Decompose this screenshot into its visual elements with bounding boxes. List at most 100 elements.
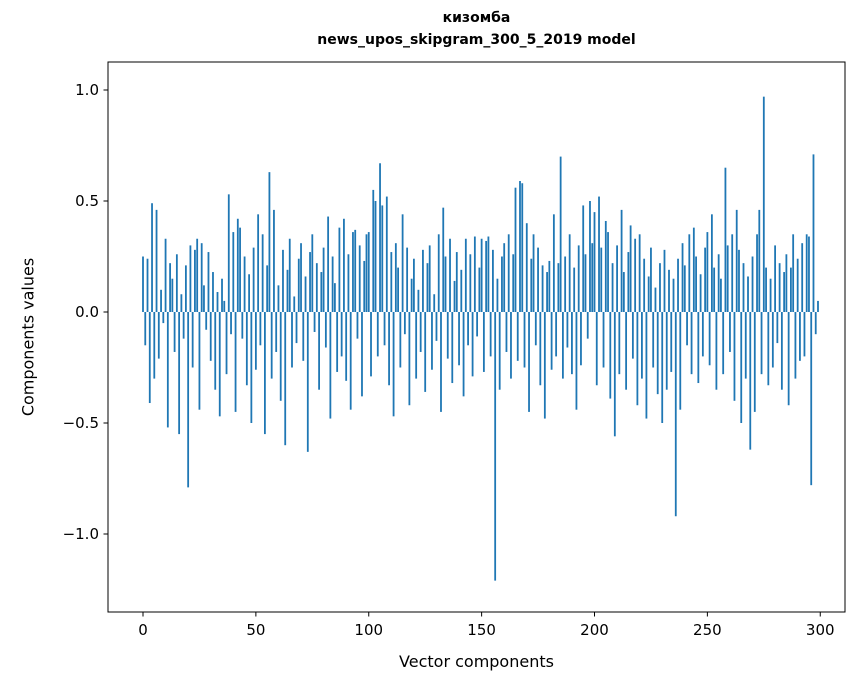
bar <box>562 312 564 379</box>
bar <box>600 247 603 312</box>
x-tick-label: 200 <box>580 621 609 639</box>
bar <box>541 265 544 312</box>
bar <box>715 312 718 390</box>
x-tick-label: 300 <box>805 621 835 639</box>
bar <box>460 269 463 312</box>
bar <box>417 289 420 312</box>
bar <box>571 312 573 375</box>
bar <box>444 256 447 312</box>
bar <box>234 312 237 412</box>
bar <box>638 234 641 312</box>
bar <box>291 312 293 368</box>
bar <box>701 312 704 357</box>
bar <box>333 283 336 312</box>
bar <box>557 263 560 312</box>
y-tick-label: −0.5 <box>62 414 99 432</box>
bar <box>372 189 375 312</box>
bar <box>306 312 309 452</box>
bar <box>178 312 181 435</box>
bar <box>710 214 713 312</box>
bar <box>311 234 314 312</box>
bar <box>293 296 296 312</box>
bar <box>672 278 675 312</box>
bar <box>494 312 497 581</box>
bar <box>598 196 600 312</box>
bar <box>320 272 323 312</box>
bar <box>471 312 474 377</box>
bar <box>399 312 402 368</box>
bar <box>729 312 731 352</box>
bar <box>805 234 808 312</box>
bar <box>706 232 709 312</box>
bar <box>469 254 472 312</box>
bar <box>796 258 799 312</box>
bar <box>288 238 291 312</box>
bar <box>482 312 485 372</box>
bar <box>397 267 399 312</box>
bar <box>602 312 605 368</box>
bar <box>180 294 183 312</box>
bar <box>218 312 221 417</box>
bar <box>622 272 625 312</box>
bar <box>410 278 413 312</box>
bar <box>160 289 162 312</box>
bar <box>697 312 700 384</box>
bar <box>769 278 772 312</box>
bar <box>552 214 555 312</box>
bar <box>144 312 147 346</box>
bar <box>803 312 806 357</box>
bar <box>282 249 284 312</box>
bar <box>329 312 332 419</box>
bar <box>663 249 666 312</box>
bar <box>629 225 632 312</box>
bar <box>532 234 535 312</box>
bar <box>449 238 451 312</box>
bar <box>473 236 476 312</box>
bar <box>787 312 790 406</box>
bar <box>582 205 585 312</box>
bar <box>564 256 567 312</box>
bar <box>744 312 747 379</box>
bar <box>352 232 354 312</box>
bar <box>580 312 582 366</box>
bar <box>577 245 580 312</box>
bar <box>173 312 176 352</box>
bar <box>223 300 226 312</box>
bar <box>814 312 817 335</box>
bar <box>356 312 359 339</box>
x-tick-label: 250 <box>693 621 722 639</box>
bar <box>537 247 539 312</box>
bar <box>525 223 528 312</box>
bar <box>559 156 562 312</box>
bar <box>670 312 673 372</box>
bar <box>512 254 515 312</box>
bar <box>297 258 300 312</box>
bar <box>302 312 305 361</box>
chart-title-line1: кизомба <box>442 10 511 26</box>
bar <box>464 238 467 312</box>
bar <box>668 269 670 312</box>
bar <box>205 312 208 330</box>
bar <box>534 312 537 346</box>
bar <box>142 256 144 312</box>
bar <box>485 240 488 312</box>
chart-title-line2: news_upos_skipgram_300_5_2019 model <box>317 31 636 48</box>
bar <box>801 243 804 312</box>
bar <box>225 312 228 375</box>
bar <box>530 258 533 312</box>
bar <box>324 312 327 348</box>
bar <box>284 312 287 446</box>
bar <box>313 312 316 332</box>
bar <box>810 312 813 486</box>
bar <box>458 312 460 366</box>
bar <box>498 312 501 390</box>
bar <box>543 312 546 419</box>
bar <box>735 209 738 312</box>
bar <box>523 312 526 368</box>
bar <box>733 312 736 401</box>
bar <box>358 245 361 312</box>
bar <box>259 312 262 346</box>
bar <box>724 167 727 312</box>
bar <box>279 312 282 401</box>
